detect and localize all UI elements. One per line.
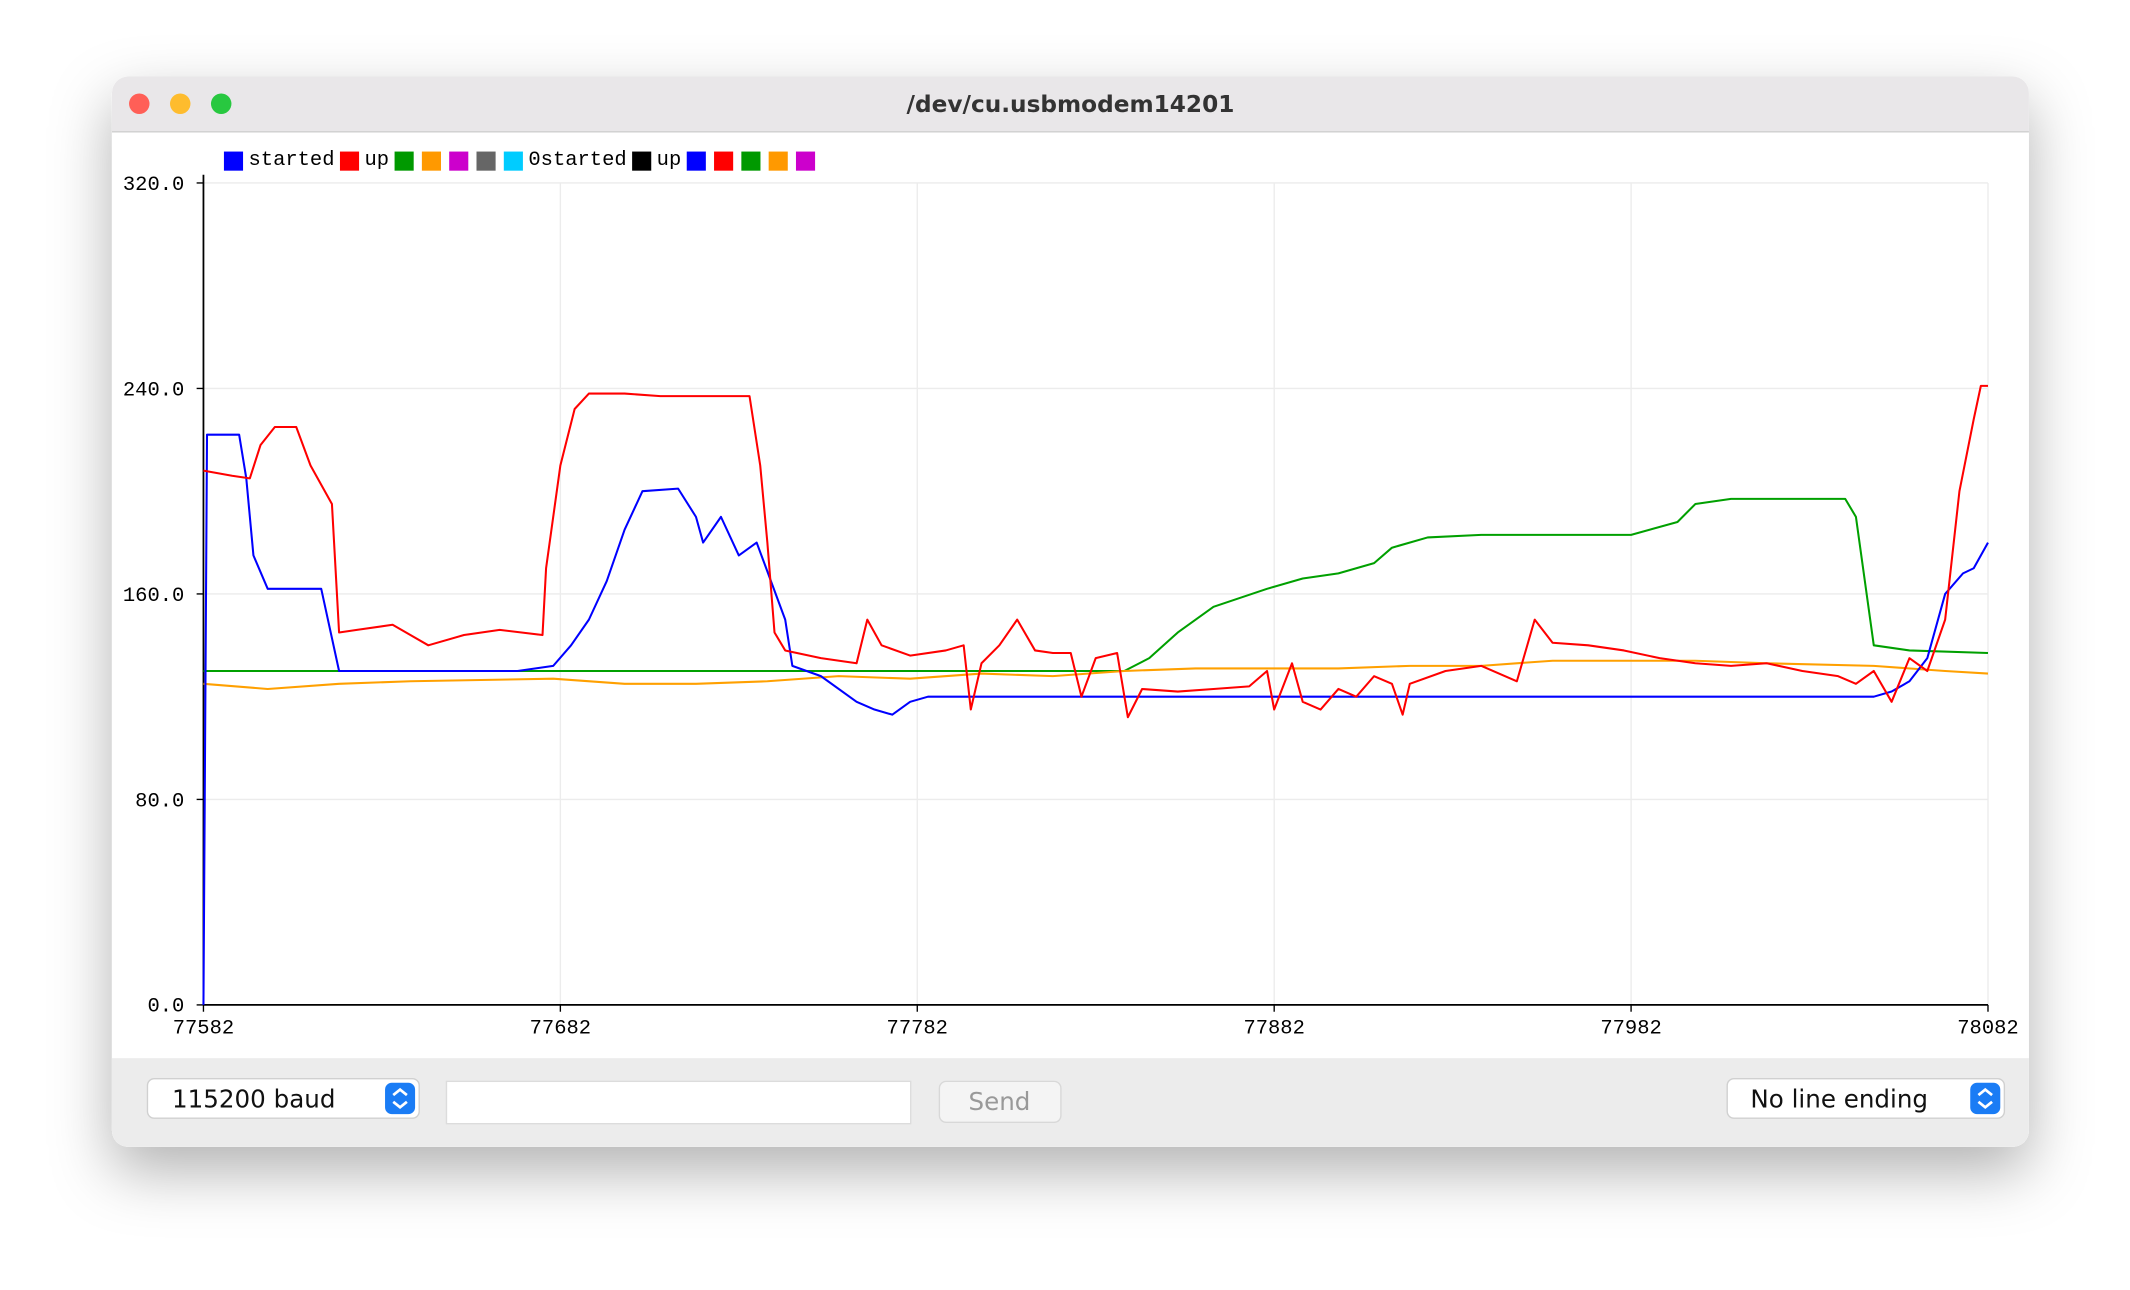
legend-swatch bbox=[421, 151, 441, 171]
legend-swatch bbox=[339, 151, 360, 171]
legend-swatch bbox=[741, 151, 761, 171]
legend-swatch bbox=[686, 151, 706, 171]
legend-swatch bbox=[476, 151, 496, 171]
series-line bbox=[203, 659, 1989, 691]
baud-select[interactable] bbox=[146, 1077, 420, 1119]
legend-swatch bbox=[795, 151, 816, 171]
window bbox=[111, 76, 2029, 1147]
legend-swatch bbox=[223, 151, 244, 171]
line-ending-select[interactable] bbox=[1726, 1077, 2006, 1119]
x-tick-label: 77582 bbox=[173, 1018, 234, 1041]
x-tick-label: 78082 bbox=[1957, 1018, 2018, 1041]
legend-swatch bbox=[449, 151, 469, 171]
legend-swatch bbox=[394, 151, 414, 171]
send-label: Send bbox=[969, 1087, 1031, 1116]
y-tick-label: 240.0 bbox=[123, 379, 184, 402]
y-tick-label: 0.0 bbox=[147, 996, 184, 1019]
message-input[interactable] bbox=[445, 1080, 912, 1125]
line-ending-label: No line ending bbox=[1750, 1084, 1928, 1113]
plot: 0.0 80.0 160.0 240.0 320.0 77582 77682 77782 778… bbox=[123, 149, 2019, 1040]
stepper-icon bbox=[1977, 1087, 1993, 1110]
x-tick-label: 77982 bbox=[1600, 1018, 1661, 1041]
baud-stepper[interactable] bbox=[385, 1082, 416, 1115]
window-title: /dev/cu.usbmodem14201 bbox=[907, 91, 1235, 118]
line-ending-stepper[interactable] bbox=[1970, 1082, 2001, 1115]
x-tick-label: 77682 bbox=[530, 1018, 591, 1041]
legend-swatch bbox=[768, 151, 788, 171]
x-tick-label: 77782 bbox=[887, 1018, 948, 1041]
legend-label: started bbox=[249, 149, 335, 172]
send-button[interactable] bbox=[938, 1080, 1062, 1124]
legend-label: up bbox=[657, 149, 682, 172]
legend-swatch bbox=[714, 151, 734, 171]
legend-swatch bbox=[632, 151, 652, 171]
series-line bbox=[203, 384, 1988, 719]
legend-label: up bbox=[365, 149, 390, 172]
close-button[interactable] bbox=[129, 93, 150, 115]
y-tick-label: 320.0 bbox=[123, 174, 184, 197]
y-tick-label: 160.0 bbox=[123, 585, 184, 608]
zoom-button[interactable] bbox=[210, 93, 232, 115]
legend-label: 0started bbox=[528, 149, 626, 172]
legend-swatch bbox=[503, 151, 523, 171]
series-line bbox=[202, 433, 1989, 1005]
stepper-icon bbox=[392, 1087, 408, 1110]
x-tick-label: 77882 bbox=[1243, 1018, 1304, 1041]
title-bar bbox=[111, 76, 2029, 133]
bottom-bar bbox=[111, 1058, 2029, 1147]
series-line bbox=[203, 497, 1989, 673]
y-tick-label: 80.0 bbox=[135, 790, 184, 813]
minimize-button[interactable] bbox=[170, 93, 191, 115]
baud-label: 115200 baud bbox=[172, 1084, 335, 1113]
